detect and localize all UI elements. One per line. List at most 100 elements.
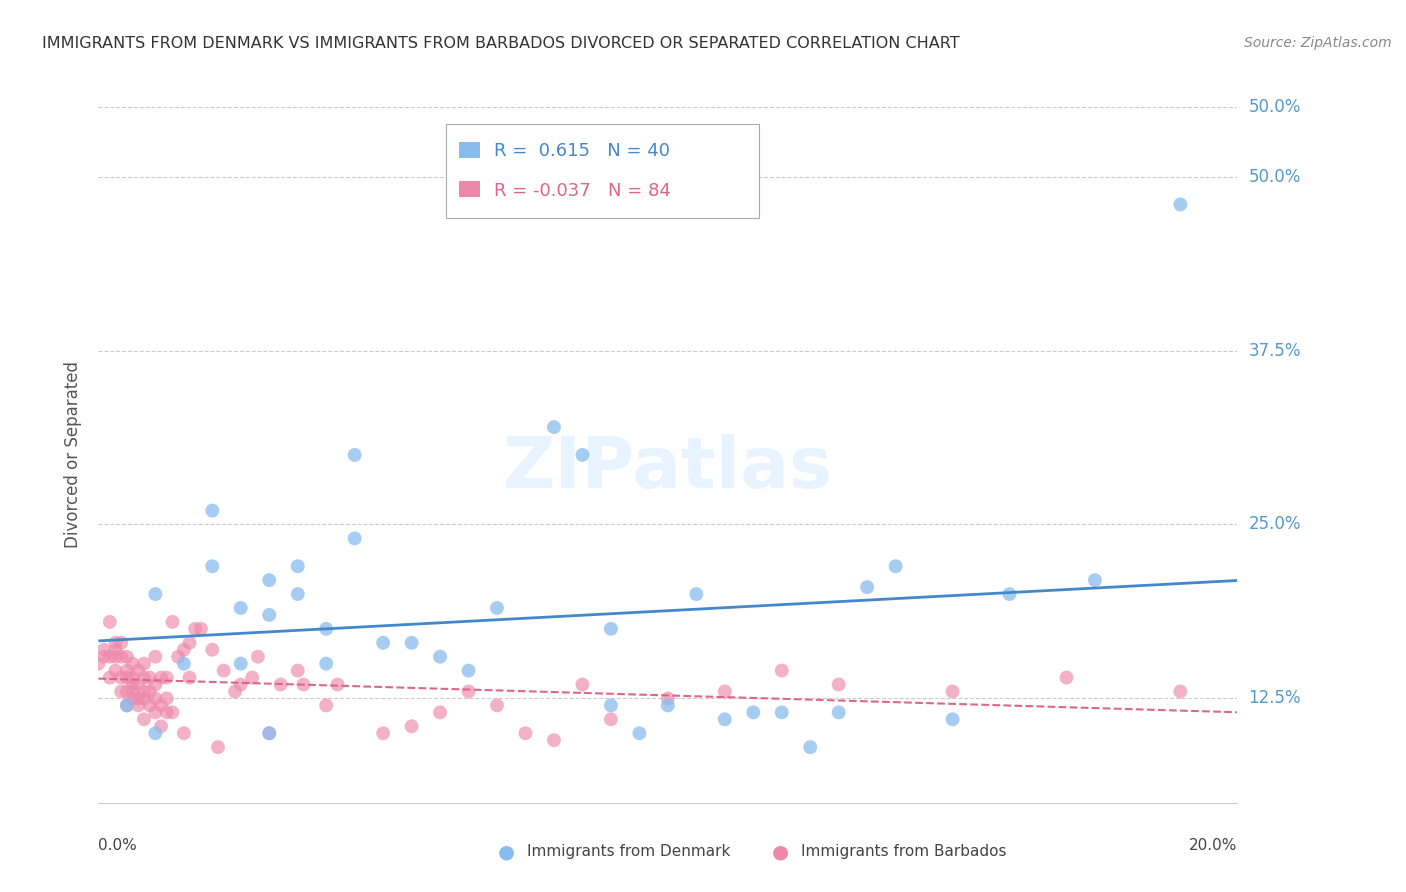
Point — [742, 706, 765, 720]
Point — [884, 559, 907, 574]
Point — [343, 448, 366, 462]
Point — [173, 657, 195, 671]
Point — [246, 649, 269, 664]
Point — [156, 706, 179, 720]
Text: R =  0.615   N = 40: R = 0.615 N = 40 — [494, 142, 669, 160]
Point — [343, 532, 366, 546]
Point — [138, 698, 160, 713]
Point — [98, 615, 121, 629]
Point — [515, 726, 537, 740]
Point — [292, 677, 315, 691]
Point — [184, 622, 207, 636]
Point — [600, 698, 623, 713]
Point — [201, 642, 224, 657]
Point — [373, 726, 395, 740]
Point — [156, 671, 179, 685]
Text: ZIPatlas: ZIPatlas — [503, 434, 832, 503]
Point — [315, 622, 337, 636]
Point — [162, 706, 184, 720]
Point — [224, 684, 246, 698]
Point — [828, 706, 851, 720]
Point — [287, 664, 309, 678]
Point — [685, 587, 707, 601]
Point — [229, 601, 252, 615]
Point — [856, 580, 879, 594]
Point — [145, 726, 167, 740]
Point — [93, 649, 115, 664]
Point — [110, 636, 132, 650]
Point — [201, 503, 224, 517]
Point — [138, 684, 160, 698]
Text: 50.0%: 50.0% — [1249, 168, 1301, 186]
Point — [98, 671, 121, 685]
Point — [167, 649, 190, 664]
Point — [104, 636, 127, 650]
Point — [145, 677, 167, 691]
Point — [127, 677, 149, 691]
Point — [259, 726, 281, 740]
Point — [229, 657, 252, 671]
FancyBboxPatch shape — [460, 181, 479, 197]
Point — [486, 698, 509, 713]
Point — [429, 649, 451, 664]
Point — [179, 636, 201, 650]
Text: Immigrants from Denmark: Immigrants from Denmark — [527, 845, 731, 859]
Text: R = -0.037   N = 84: R = -0.037 N = 84 — [494, 182, 671, 200]
Point — [162, 615, 184, 629]
Text: 0.0%: 0.0% — [98, 838, 138, 853]
Point — [259, 607, 281, 622]
Text: 25.0%: 25.0% — [1249, 516, 1301, 533]
Point — [110, 649, 132, 664]
Point — [150, 671, 173, 685]
Point — [240, 671, 263, 685]
Point — [401, 636, 423, 650]
Point — [127, 664, 149, 678]
Point — [115, 698, 138, 713]
Point — [201, 559, 224, 574]
Point — [115, 664, 138, 678]
Point — [942, 684, 965, 698]
Point — [315, 698, 337, 713]
Point — [173, 726, 195, 740]
Point — [799, 740, 821, 755]
Point — [326, 677, 349, 691]
Point — [207, 740, 229, 755]
Point — [1056, 671, 1078, 685]
Point — [98, 649, 121, 664]
Point — [543, 733, 565, 747]
Point — [373, 636, 395, 650]
Point — [401, 719, 423, 733]
Point — [486, 601, 509, 615]
Point — [132, 671, 155, 685]
Point — [315, 657, 337, 671]
Point — [115, 671, 138, 685]
FancyBboxPatch shape — [446, 124, 759, 219]
Point — [179, 671, 201, 685]
FancyBboxPatch shape — [460, 142, 479, 158]
Point — [287, 587, 309, 601]
Text: 37.5%: 37.5% — [1249, 342, 1301, 359]
Point — [457, 664, 479, 678]
Point — [121, 677, 143, 691]
Text: IMMIGRANTS FROM DENMARK VS IMMIGRANTS FROM BARBADOS DIVORCED OR SEPARATED CORREL: IMMIGRANTS FROM DENMARK VS IMMIGRANTS FR… — [42, 36, 960, 51]
Point — [110, 671, 132, 685]
Point — [132, 684, 155, 698]
Point — [600, 712, 623, 726]
Text: 12.5%: 12.5% — [1249, 690, 1301, 707]
Point — [145, 587, 167, 601]
Point — [714, 684, 737, 698]
Point — [104, 642, 127, 657]
Point — [121, 671, 143, 685]
Point — [121, 657, 143, 671]
Point — [229, 677, 252, 691]
Point — [173, 642, 195, 657]
Point — [110, 684, 132, 698]
Point — [127, 698, 149, 713]
Point — [287, 559, 309, 574]
Point — [115, 698, 138, 713]
Text: ●: ● — [772, 842, 789, 862]
Point — [87, 657, 110, 671]
Point — [115, 649, 138, 664]
Point — [770, 664, 793, 678]
Point — [145, 706, 167, 720]
